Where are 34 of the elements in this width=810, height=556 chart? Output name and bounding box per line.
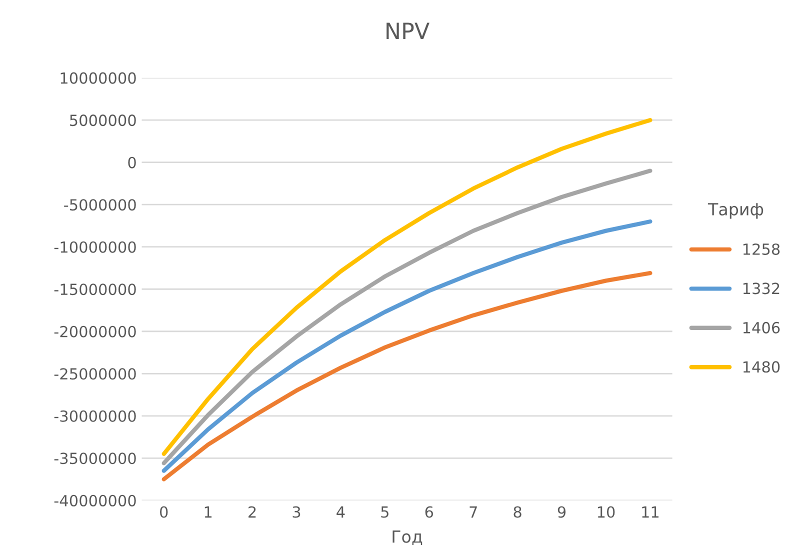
x-tick-label: 8	[514, 506, 522, 518]
line-series	[162, 168, 652, 466]
y-tick-label: -35000000	[54, 452, 136, 464]
x-tick-label: 0	[160, 506, 168, 518]
chart-title: NPV	[386, 22, 430, 39]
legend-label: 1406	[743, 322, 780, 334]
y-tick-label: 0	[128, 156, 136, 168]
y-tick-label: -15000000	[54, 284, 136, 296]
x-tick-label: 11	[642, 506, 659, 518]
x-tick-label: 1	[204, 506, 212, 518]
y-tick-label: -20000000	[54, 326, 136, 338]
legend-label: 1480	[743, 361, 780, 373]
legend-label: 1258	[743, 243, 780, 255]
x-tick-label: 6	[425, 506, 434, 518]
legend-title: Тариф	[708, 203, 764, 219]
x-axis-title: Год	[392, 530, 422, 545]
x-tick-label: 10	[598, 506, 615, 518]
y-tick-label: -40000000	[54, 494, 136, 506]
line-series	[162, 270, 652, 482]
y-tick-label: 10000000	[60, 72, 136, 84]
legend-label: 1332	[743, 282, 780, 294]
x-tick-label: 3	[292, 506, 300, 518]
x-tick-label: 4	[336, 506, 345, 518]
x-tick-label: 7	[470, 506, 477, 518]
y-tick-label: -25000000	[54, 368, 136, 380]
line-series	[162, 118, 652, 456]
y-tick-label: 5000000	[70, 114, 136, 126]
y-tick-label: -10000000	[54, 241, 136, 253]
x-tick-label: 2	[248, 506, 256, 518]
x-tick-label: 9	[558, 506, 566, 518]
y-tick-label: -5000000	[64, 199, 136, 211]
x-tick-label: 5	[381, 506, 388, 518]
line-series	[162, 219, 652, 473]
y-tick-label: -30000000	[54, 410, 136, 422]
